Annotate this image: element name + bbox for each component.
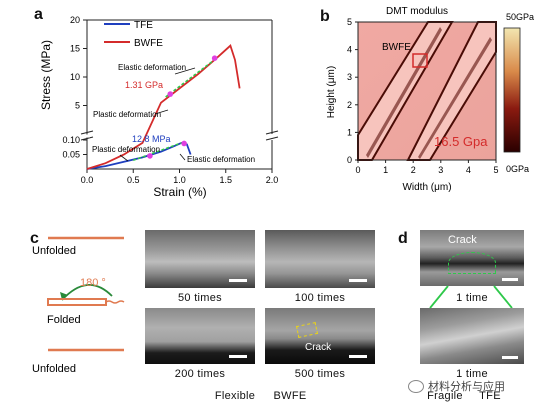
afm-modulus-map: DMT modulus BWFE 16.5 Gpa 0 1 2 3 4 5 0 1 2 3 4 5 W… — [326, 6, 534, 193]
axis-break-left — [80, 130, 94, 141]
y-tick-label-5: 20 — [70, 15, 80, 25]
legend-bwfe: BWFE — [134, 38, 163, 49]
elastic-upper-annotation: Elastic deformation — [118, 63, 186, 72]
panel-c-letter: c — [30, 230, 39, 247]
footer-fragile: Fragile — [427, 390, 463, 402]
colorbar-max: 50GPa — [506, 12, 534, 22]
footer-tfe: TFE — [479, 390, 501, 402]
stress-strain-chart: 0.0 0.5 1.0 1.5 2.0 0.05 0.10 5 10 15 20 Strain (%… — [39, 15, 279, 199]
map-y-tick-label-0: 0 — [347, 155, 352, 165]
fold-angle: 180 ° — [80, 277, 106, 289]
x-tick-label-4: 2.0 — [266, 175, 279, 185]
state-unfolded-bottom: Unfolded — [32, 363, 76, 375]
panel-b: b DMT modulus BWFE 16.5 Gpa 0 1 2 3 4 5 0 1 2 3 4 5 — [310, 0, 544, 200]
map-y-tick-label-3: 3 — [347, 72, 352, 82]
map-x-tick-label-1: 1 — [383, 165, 388, 175]
caption-50: 50 times — [178, 292, 222, 304]
map-frame — [357, 21, 497, 161]
y-axis-label: Stress (MPa) — [39, 40, 53, 110]
y-tick-label-3: 10 — [70, 72, 80, 82]
transition-point-3 — [181, 140, 187, 147]
map-x-tick-label-3: 3 — [438, 165, 443, 175]
caption-200: 200 times — [174, 368, 226, 380]
bwfe-label: BWFE — [382, 42, 411, 53]
sem-image-tfe-top: Crack — [420, 230, 524, 286]
x-tick-label-1: 0.5 — [127, 175, 140, 185]
panel-a: a 0.0 0.5 1.0 1.5 2.0 0.05 0.10 5 10 15 20 Strain … — [0, 0, 290, 200]
colorbar-min: 0GPa — [506, 164, 529, 174]
plastic-upper-annotation: Plastic deformation — [93, 110, 161, 119]
map-x-tick-label-4: 4 — [466, 165, 471, 175]
x-tick-label-0: 0.0 — [81, 175, 94, 185]
caption-500: 500 times — [294, 368, 346, 380]
selection-box — [412, 53, 428, 68]
map-y-tick-label-1: 1 — [347, 127, 352, 137]
panel-d: d Crack 1 time 1 time Fragile TFE — [390, 222, 544, 411]
wechat-icon — [408, 379, 424, 393]
sem-image-50 — [145, 230, 255, 288]
map-x-label: Width (μm) — [402, 182, 451, 193]
watermark-text: 材料分析与应用 — [428, 381, 505, 393]
y-tick-label-0: 0.05 — [62, 150, 80, 160]
sem-image-100 — [265, 230, 375, 288]
panel-c: c Unfolded 180 ° Folded Unfolded 50 time… — [0, 222, 390, 411]
caption-tfe-top: 1 time — [456, 292, 488, 304]
caption-tfe-bottom: 1 time — [456, 368, 488, 380]
transition-point-0 — [167, 91, 174, 97]
zoom-guides — [429, 285, 513, 309]
caption-100: 100 times — [294, 292, 346, 304]
map-x-tick-label-5: 5 — [493, 165, 498, 175]
panel-b-letter: b — [320, 8, 330, 25]
footer-flexible: Flexible — [214, 390, 256, 402]
crack-marker — [295, 322, 319, 338]
panel-d-letter: d — [398, 230, 408, 247]
y-tick-label-1: 0.10 — [62, 135, 80, 145]
x-axis-label: Strain (%) — [153, 185, 206, 199]
legend: TFE BWFE — [104, 20, 163, 49]
modulus-lower-annotation: 12.8 MPa — [132, 134, 171, 144]
map-title: DMT modulus — [386, 6, 448, 17]
plastic-lower-annotation: Plastic deformation — [92, 145, 160, 154]
colorbar — [503, 27, 521, 153]
elastic-lower-annotation: Elastic deformation — [187, 155, 255, 164]
sem-image-500: Crack — [265, 308, 375, 364]
map-x-tick-label-0: 0 — [355, 165, 360, 175]
transition-point-2 — [147, 153, 153, 159]
state-unfolded-top: Unfolded — [32, 245, 76, 257]
modulus-value: 16.5 Gpa — [434, 134, 488, 149]
watermark: 材料分析与应用 — [408, 378, 505, 394]
crack-outline — [448, 252, 496, 274]
crack-label-c: Crack — [305, 342, 332, 353]
axis-break-right — [265, 130, 279, 141]
map-y-tick-label-2: 2 — [347, 100, 352, 110]
transition-point-1 — [211, 55, 218, 61]
x-tick-label-3: 1.5 — [219, 175, 232, 185]
map-y-label: Height (μm) — [326, 66, 337, 118]
map-x-tick-label-2: 2 — [411, 165, 416, 175]
map-y-tick-label-5: 5 — [347, 17, 352, 27]
legend-tfe: TFE — [134, 20, 153, 31]
y-tick-label-4: 15 — [70, 44, 80, 54]
linear-fit-upper — [165, 57, 217, 98]
sem-image-tfe-bottom — [420, 308, 524, 364]
crack-label-d: Crack — [448, 234, 477, 246]
panel-a-letter: a — [34, 6, 43, 23]
modulus-upper-annotation: 1.31 GPa — [125, 80, 163, 90]
fold-schematic: Unfolded 180 ° Folded Unfolded — [32, 236, 125, 375]
x-tick-label-2: 1.0 — [173, 175, 186, 185]
y-tick-label-2: 5 — [75, 101, 80, 111]
film-folded — [47, 298, 107, 306]
sem-image-200 — [145, 308, 255, 364]
series-line-bwfe — [86, 44, 241, 170]
footer-bwfe: BWFE — [273, 390, 307, 402]
map-y-tick-label-4: 4 — [347, 45, 352, 55]
linear-fit-lower — [132, 142, 182, 162]
state-folded: Folded — [47, 314, 81, 326]
